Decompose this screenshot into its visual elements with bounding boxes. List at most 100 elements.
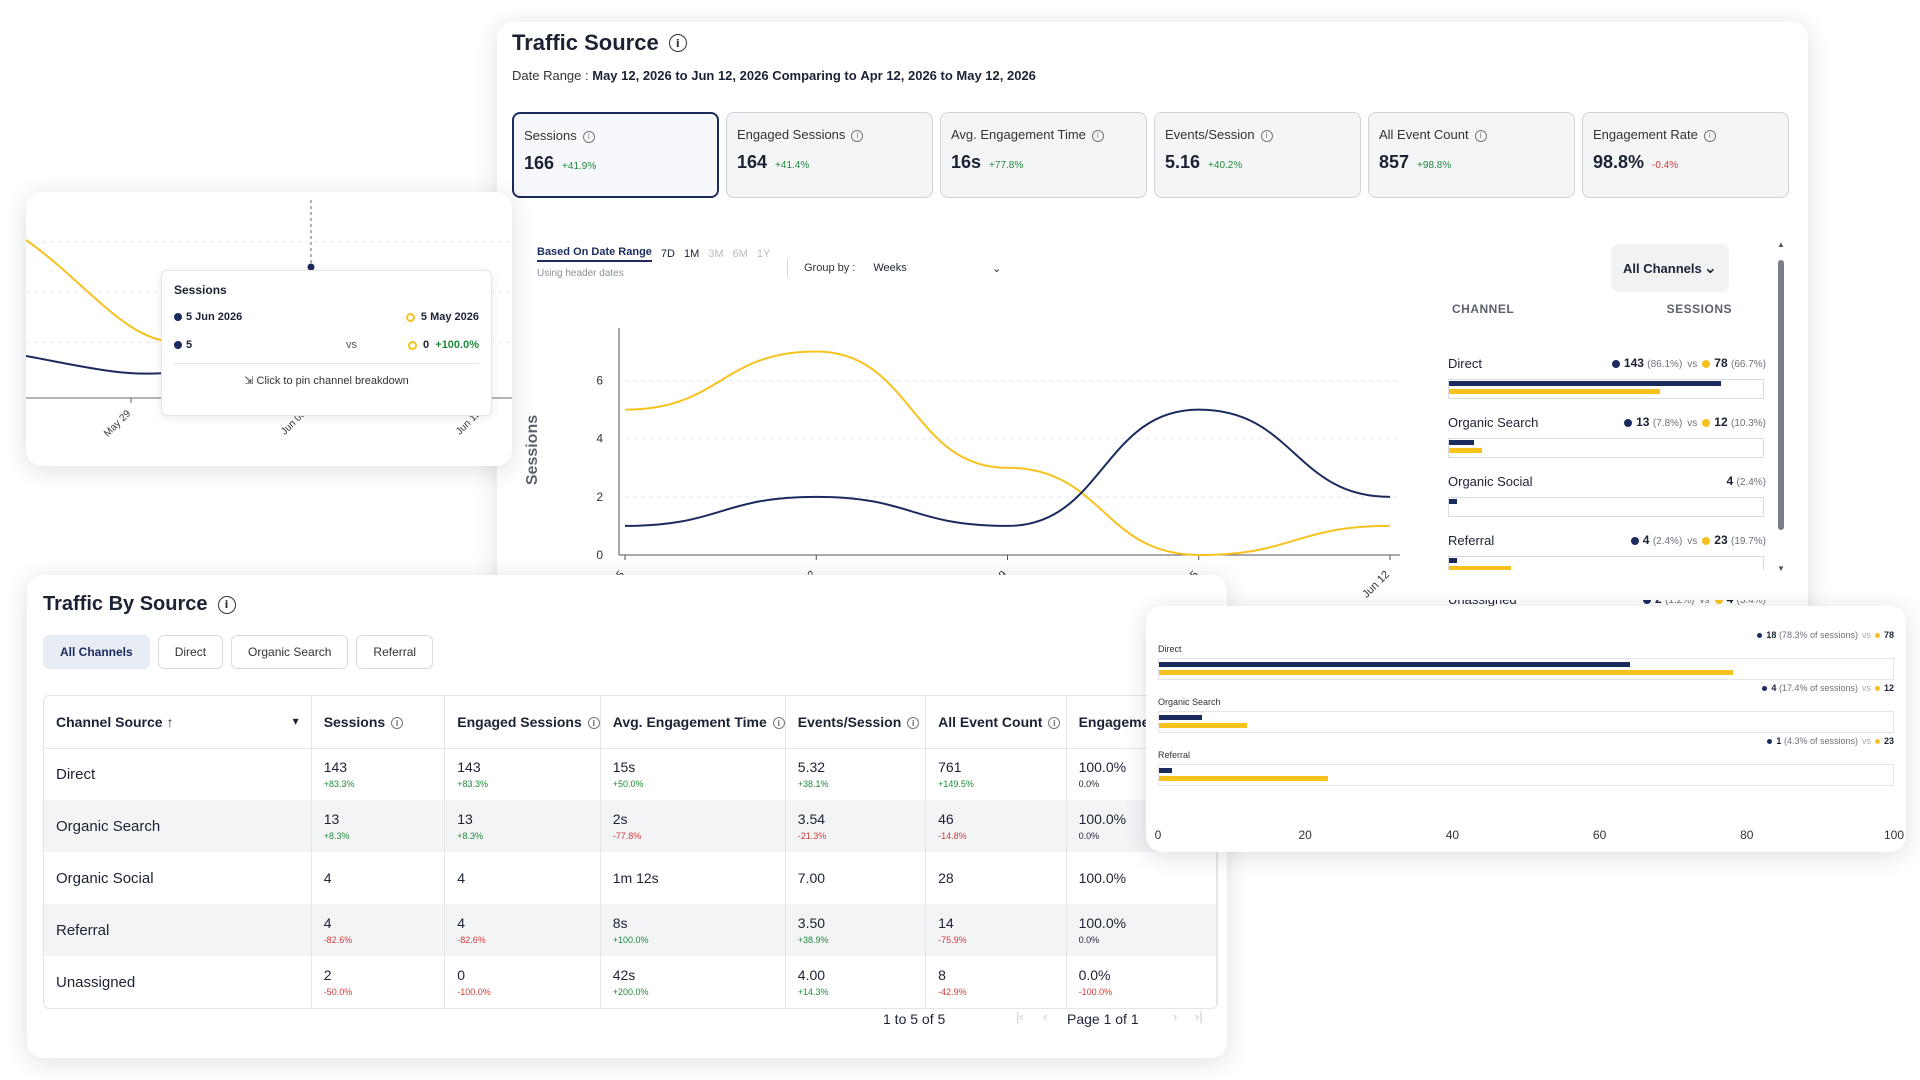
bar-row[interactable]: Referral 1 (4.3% of sessions) vs 23 <box>1158 736 1894 786</box>
table-row[interactable]: Unassigned 2 -50.0% 0 -100.0% 42s +200.0% 4.00 +… <box>44 956 1217 1008</box>
info-icon[interactable]: i <box>1048 717 1061 730</box>
channel-row[interactable]: Direct 143 (86.1%) vs 78 (66.7%) <box>1448 356 1766 399</box>
metric-value-row: 164 +41.4% <box>737 152 922 173</box>
current-bar <box>1449 381 1722 386</box>
channel-row[interactable]: Organic Social 4 (2.4%) <box>1448 474 1766 517</box>
info-icon[interactable]: i <box>391 717 404 730</box>
y-axis-label: Sessions <box>524 415 541 485</box>
column-header[interactable]: Channel Source ↑ ▾ <box>44 696 312 749</box>
info-icon[interactable]: i <box>907 717 920 730</box>
scroll-down-icon[interactable]: ▼ <box>1777 564 1785 573</box>
info-icon[interactable]: i <box>1091 129 1104 142</box>
chevron-down-icon: ⌄ <box>992 262 1002 275</box>
metric-card[interactable]: Avg. Engagement Time i 16s +77.8% <box>940 112 1147 198</box>
range-tab[interactable]: 6M <box>732 248 748 260</box>
channel-current: 143 <box>1623 356 1644 370</box>
last-page-icon[interactable]: ›| <box>1195 1009 1203 1024</box>
previous-ring-icon <box>405 312 415 322</box>
group-by-select[interactable]: Weeks ⌄ <box>873 261 1002 275</box>
previous-bar <box>1449 389 1660 394</box>
metric-card[interactable]: All Event Count i 857 +98.8% <box>1368 112 1575 198</box>
table-row[interactable]: Direct 143 +83.3% 143 +83.3% 15s +50.0% 5.32 +38… <box>44 748 1217 800</box>
channel-list-scrollbar[interactable]: ▲ ▼ <box>1777 240 1785 576</box>
first-page-icon[interactable]: |‹ <box>1016 1009 1024 1024</box>
channel-current: 4 <box>1642 533 1650 547</box>
metric-cell: 0 -100.0% <box>444 956 601 1008</box>
column-header[interactable]: Events/Session i <box>785 696 927 749</box>
range-tab[interactable]: 7D <box>660 248 675 260</box>
prev-page-icon[interactable]: ‹ <box>1043 1009 1048 1024</box>
table-row[interactable]: Referral 4 -82.6% 4 -82.6% 8s +100.0% 3.50 +38.9… <box>44 904 1217 956</box>
metric-card[interactable]: Engaged Sessions i 164 +41.4% <box>726 112 933 198</box>
metric-label: Sessions i <box>524 128 707 143</box>
metric-cell: 100.0% <box>1066 852 1217 904</box>
cell-change: -82.6% <box>323 935 353 945</box>
filter-pill[interactable]: All Channels <box>43 635 150 669</box>
y-tick-label: 2 <box>596 490 603 504</box>
bar-stats: 1 (4.3% of sessions) vs 23 <box>1767 736 1894 746</box>
channel-source-cell: Organic Search <box>44 800 312 852</box>
info-icon[interactable]: i <box>772 717 785 730</box>
channel-name: Organic Search <box>1448 415 1539 430</box>
channel-stats: 13 (7.8%) vs 12 (10.3%) <box>1624 415 1766 430</box>
info-icon[interactable]: i <box>1260 129 1273 142</box>
info-icon[interactable]: i <box>1474 129 1487 142</box>
filter-pill[interactable]: Organic Search <box>231 635 349 669</box>
info-icon[interactable]: i <box>217 595 236 614</box>
metric-value: 857 <box>1379 152 1410 172</box>
bar-row[interactable]: Direct 18 (78.3% of sessions) vs 78 <box>1158 630 1894 680</box>
filter-pill[interactable]: Referral <box>356 635 434 669</box>
channel-source-cell: Organic Social <box>44 852 312 904</box>
list-fade <box>1447 570 1777 600</box>
channel-name: Direct <box>1448 356 1482 371</box>
channel-row-top: Organic Search 13 (7.8%) vs 12 (10.3%) <box>1448 415 1766 430</box>
range-tab[interactable]: 3M <box>708 248 724 260</box>
bar-label: Referral <box>1158 750 1191 760</box>
column-header[interactable]: Engaged Sessions i <box>444 696 601 749</box>
pin-icon: ⇲ <box>244 375 254 387</box>
metric-card[interactable]: Sessions i 166 +41.9% <box>512 112 719 198</box>
info-icon[interactable]: i <box>851 129 864 142</box>
scroll-thumb[interactable] <box>1778 260 1784 530</box>
cell-value: 8s <box>612 915 628 931</box>
cell-value: 100.0% <box>1078 870 1127 886</box>
filter-pill[interactable]: Direct <box>157 635 224 669</box>
cell-value: 7.00 <box>797 870 826 886</box>
metric-value-row: 5.16 +40.2% <box>1165 152 1350 173</box>
column-header[interactable]: All Event Count i <box>925 696 1067 749</box>
info-icon[interactable]: i <box>582 130 595 143</box>
channel-filter-select[interactable]: All Channels ⌄ <box>1611 244 1729 292</box>
metric-card[interactable]: Events/Session i 5.16 +40.2% <box>1154 112 1361 198</box>
current-bar <box>1159 662 1631 667</box>
metric-cell: 3.50 +38.9% <box>785 904 927 956</box>
bar-row[interactable]: Organic Search 4 (17.4% of sessions) vs 12 <box>1158 683 1894 733</box>
range-tab[interactable]: Based On Date Range <box>537 246 652 262</box>
previous-dot-icon <box>1702 359 1711 368</box>
metric-label: Engaged Sessions i <box>737 127 922 142</box>
info-icon[interactable]: i <box>587 717 600 730</box>
channel-previous: 78 <box>1714 356 1728 370</box>
range-tab[interactable]: 1Y <box>756 248 771 260</box>
metric-value-row: 857 +98.8% <box>1379 152 1564 173</box>
series-line <box>624 350 1391 557</box>
filter-icon[interactable]: ▾ <box>292 713 299 728</box>
metric-card[interactable]: Engagement Rate i 98.8% -0.4% <box>1582 112 1789 198</box>
channel-row[interactable]: Organic Search 13 (7.8%) vs 12 (10.3%) <box>1448 415 1766 458</box>
bar-previous: 12 <box>1883 683 1894 693</box>
column-header[interactable]: Avg. Engagement Time i <box>600 696 786 749</box>
bar-track <box>1158 711 1894 733</box>
metric-cell: 13 +8.3% <box>444 800 601 852</box>
info-icon[interactable]: i <box>668 34 687 52</box>
channel-current-pct: (7.8%) <box>1652 418 1683 429</box>
table-row[interactable]: Organic Search 13 +8.3% 13 +8.3% 2s -77.8% 3.54… <box>44 800 1217 852</box>
info-icon[interactable]: i <box>1703 129 1716 142</box>
column-header[interactable]: Sessions i <box>311 696 446 749</box>
pin-hint[interactable]: ⇲ Click to pin channel breakdown <box>174 363 479 387</box>
previous-ring-icon <box>408 340 418 350</box>
table-row[interactable]: Organic Social 4 4 1m 12s 7.00 28 100.0% <box>44 852 1217 904</box>
current-dot-icon <box>174 341 182 349</box>
cell-change: -100.0% <box>457 987 491 997</box>
range-tab[interactable]: 1M <box>683 248 700 260</box>
next-page-icon[interactable]: › <box>1173 1009 1178 1024</box>
scroll-up-icon[interactable]: ▲ <box>1777 240 1785 249</box>
